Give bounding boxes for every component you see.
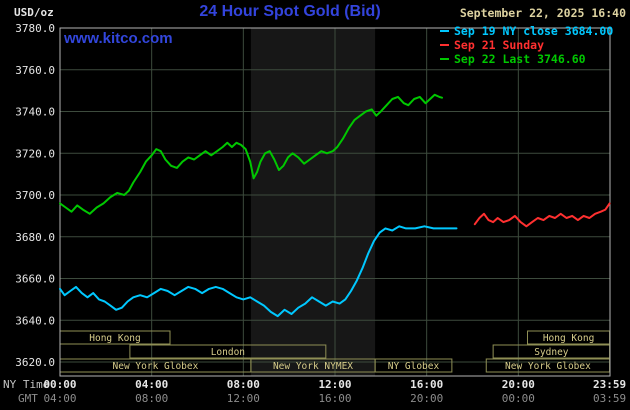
session-label: Hong Kong <box>89 333 140 344</box>
x-tick-label-gmt: 20:00 <box>410 392 443 405</box>
session-label: NY Globex <box>388 361 440 372</box>
plot-border <box>59 27 611 377</box>
session-label: London <box>211 347 245 358</box>
y-axis-units-label: USD/oz <box>14 6 54 19</box>
x-tick-label-ny: 16:00 <box>410 378 443 391</box>
gmt-axis-label: GMT <box>18 392 38 405</box>
series-line-sep19-ny-close <box>59 225 458 318</box>
legend-item-sep22: Sep 22 Last 3746.60 <box>440 52 613 66</box>
ny-time-axis-label: NY Time <box>3 378 49 391</box>
session-box <box>129 344 327 359</box>
legend-item-sep19: Sep 19 NY close 3684.00 <box>440 24 613 38</box>
x-tick-label-gmt: 08:00 <box>135 392 168 405</box>
session-label: Sydney <box>534 347 569 358</box>
legend-marker-sep22 <box>440 58 449 60</box>
y-tick-label: 3640.0 <box>15 314 55 327</box>
legend-item-sep21: Sep 21 Sunday <box>440 38 613 52</box>
x-tick-label-ny: 20:00 <box>502 378 535 391</box>
x-tick-label-ny: 08:00 <box>227 378 260 391</box>
y-tick-label: 3780.0 <box>15 22 55 35</box>
session-label: New York NYMEX <box>273 361 353 372</box>
y-tick-label: 3740.0 <box>15 106 55 119</box>
legend: Sep 19 NY close 3684.00 Sep 21 Sunday Se… <box>440 24 613 66</box>
legend-marker-sep21 <box>440 44 449 46</box>
x-tick-label-gmt: 03:59 <box>593 392 626 405</box>
y-tick-label: 3760.0 <box>15 64 55 77</box>
legend-label-sep22: Sep 22 Last 3746.60 <box>454 52 586 66</box>
y-tick-label: 3700.0 <box>15 189 55 202</box>
session-label: Hong Kong <box>543 333 594 344</box>
y-tick-label: 3680.0 <box>15 231 55 244</box>
x-tick-label-gmt: 00:00 <box>502 392 535 405</box>
session-label: New York Globex <box>113 361 199 372</box>
x-tick-label-ny: 04:00 <box>135 378 168 391</box>
x-tick-label-ny: 23:59 <box>593 378 626 391</box>
y-tick-label: 3620.0 <box>15 356 55 369</box>
chart-datetime: September 22, 2025 16:40 <box>459 6 626 20</box>
kitco-website-link[interactable]: www.kitco.com <box>64 30 173 47</box>
x-tick-label-gmt: 16:00 <box>318 392 351 405</box>
x-tick-label-gmt: 12:00 <box>227 392 260 405</box>
session-box <box>374 358 453 373</box>
series-line-sep22-last <box>59 93 443 215</box>
legend-marker-sep19 <box>440 30 449 32</box>
session-label: New York Globex <box>505 361 591 372</box>
chart-title: 24 Hour Spot Gold (Bid) <box>199 3 381 20</box>
y-tick-label: 3720.0 <box>15 147 55 160</box>
x-tick-label-ny: 12:00 <box>318 378 351 391</box>
legend-label-sep19: Sep 19 NY close 3684.00 <box>454 24 614 38</box>
y-tick-label: 3660.0 <box>15 273 55 286</box>
legend-label-sep21: Sep 21 Sunday <box>454 38 545 52</box>
nymex-session-band <box>250 28 376 376</box>
series-line-sep21-sunday <box>473 202 611 228</box>
x-tick-label-gmt: 04:00 <box>43 392 76 405</box>
x-tick-label-ny: 00:00 <box>43 378 76 391</box>
